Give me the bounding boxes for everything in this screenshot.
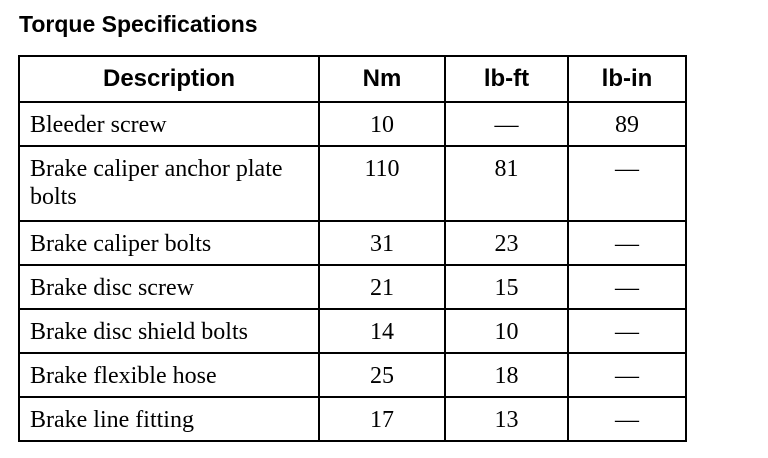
table-row: Brake caliper bolts 31 23—	[18, 220, 687, 266]
nm-cell: 21	[318, 264, 446, 310]
lbft-cell: 15	[444, 264, 569, 310]
lbin-cell: —	[567, 220, 687, 266]
lbft-cell: 13	[444, 396, 569, 442]
nm-cell: 31	[318, 220, 446, 266]
torque-table: Description Nm lb-ft lb-in Bleeder screw…	[18, 55, 687, 442]
description-cell: Brake caliper bolts	[18, 220, 320, 266]
lbin-cell: —	[567, 352, 687, 398]
description-cell: Brake disc screw	[18, 264, 320, 310]
nm-cell: 25	[318, 352, 446, 398]
lbin-cell: —	[567, 264, 687, 310]
nm-cell: 110	[318, 145, 446, 222]
page-title: Torque Specifications	[19, 11, 258, 37]
description-cell: Bleeder screw	[18, 101, 320, 147]
col-header-lbft: lb-ft	[444, 55, 569, 103]
table-row: Brake disc shield bolts 14 10—	[18, 308, 687, 354]
table-row: Brake flexible hose 25 18—	[18, 352, 687, 398]
lbin-cell: 89	[567, 101, 687, 147]
col-header-nm: Nm	[318, 55, 446, 103]
nm-cell: 10	[318, 101, 446, 147]
description-cell: Brake line fitting	[18, 396, 320, 442]
description-cell: Brake flexible hose	[18, 352, 320, 398]
lbft-cell: —	[444, 101, 569, 147]
table-row: Brake caliper anchor plate bolts 110 81—	[18, 145, 687, 222]
table-row: Brake disc screw 21 15—	[18, 264, 687, 310]
description-cell: Brake caliper anchor plate bolts	[18, 145, 320, 222]
lbin-cell: —	[567, 145, 687, 222]
lbft-cell: 18	[444, 352, 569, 398]
description-cell: Brake disc shield bolts	[18, 308, 320, 354]
col-header-lbin: lb-in	[567, 55, 687, 103]
nm-cell: 17	[318, 396, 446, 442]
lbft-cell: 23	[444, 220, 569, 266]
lbft-cell: 81	[444, 145, 569, 222]
nm-cell: 14	[318, 308, 446, 354]
table-row: Brake line fitting 17 13—	[18, 396, 687, 442]
lbin-cell: —	[567, 308, 687, 354]
table-row: Bleeder screw 10—89	[18, 101, 687, 147]
lbft-cell: 10	[444, 308, 569, 354]
header-row: Description Nm lb-ft lb-in	[18, 55, 687, 103]
col-header-description: Description	[18, 55, 320, 103]
lbin-cell: —	[567, 396, 687, 442]
